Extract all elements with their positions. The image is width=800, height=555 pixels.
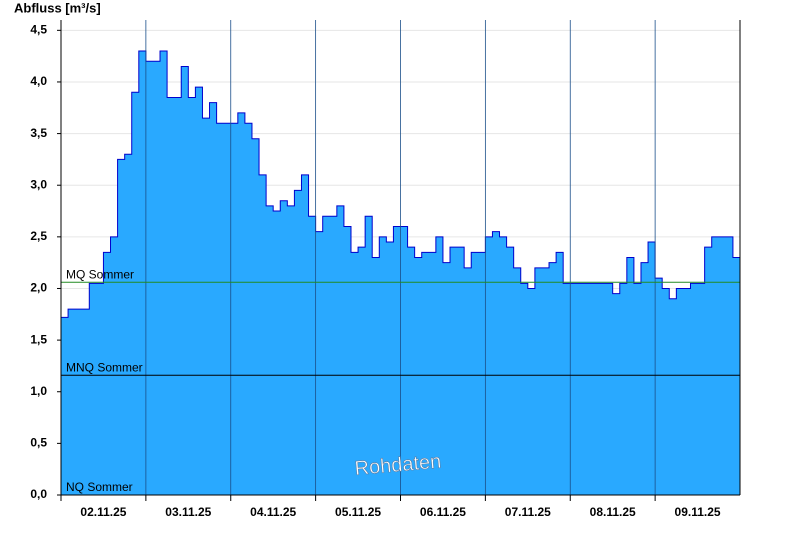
x-tick-label: 03.11.25 [165, 505, 211, 519]
y-tick-label: 3,5 [30, 126, 47, 140]
x-tick-label: 07.11.25 [505, 505, 551, 519]
chart-title: Abfluss [m³/s] [14, 0, 101, 15]
y-tick-label: 4,5 [30, 22, 47, 36]
x-tick-label: 02.11.25 [80, 505, 126, 519]
y-tick-label: 4,0 [30, 74, 47, 88]
reference-label: NQ Sommer [66, 480, 133, 494]
x-tick-label: 09.11.25 [675, 505, 721, 519]
reference-label: MNQ Sommer [66, 360, 143, 374]
y-tick-label: 0,5 [30, 436, 47, 450]
y-tick-label: 2,5 [30, 229, 47, 243]
y-tick-label: 2,0 [30, 281, 47, 295]
reference-label: MQ Sommer [66, 267, 134, 281]
x-tick-label: 04.11.25 [250, 505, 296, 519]
line [61, 50, 740, 318]
y-tick-label: 1,0 [30, 384, 47, 398]
x-tick-label: 06.11.25 [420, 505, 466, 519]
y-tick-label: 1,5 [30, 332, 47, 346]
x-tick-label: 05.11.25 [335, 505, 381, 519]
y-tick-label: 3,0 [30, 177, 47, 191]
x-tick-label: 08.11.25 [590, 505, 636, 519]
y-tick-label: 0,0 [30, 487, 47, 501]
